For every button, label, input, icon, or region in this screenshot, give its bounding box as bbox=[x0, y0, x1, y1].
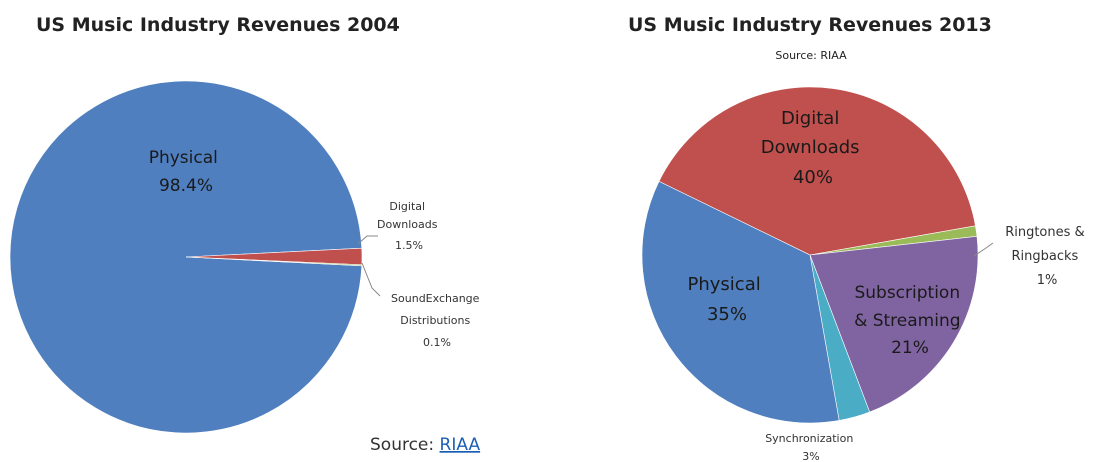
pie-slice-physical-2013 bbox=[641, 180, 840, 424]
leader-line-ringtones-2013 bbox=[973, 242, 994, 257]
label-soundexchange-2004: SoundExchange Distributions 0.1% bbox=[391, 292, 483, 349]
label-digital-downloads-2013: Digital Downloads 40% bbox=[761, 108, 866, 188]
leader-line-digital-2004 bbox=[357, 235, 378, 245]
pie-slice-physical-2004 bbox=[9, 80, 363, 434]
chart-2013-title: US Music Industry Revenues 2013 bbox=[628, 14, 992, 36]
label-physical-2013: Physical 35% bbox=[688, 274, 767, 325]
pie-2004 bbox=[9, 80, 363, 434]
label-synchronization-2013: Synchronization 3% bbox=[765, 432, 857, 462]
label-physical-2004: Physical 98.4% bbox=[149, 148, 224, 196]
riaa-source-link[interactable]: RIAA bbox=[440, 435, 481, 455]
chart-2004-title: US Music Industry Revenues 2004 bbox=[36, 14, 400, 36]
pie-slice-subscription-streaming-2013 bbox=[809, 235, 979, 413]
label-ringtones-2013: Ringtones & Ringbacks 1% bbox=[1005, 225, 1089, 288]
pie-slice-soundexchange-distributions-2004 bbox=[185, 256, 363, 267]
leader-line-soundexchange-2004 bbox=[361, 262, 381, 297]
label-subscription-2013: Subscription & Streaming 21% bbox=[854, 283, 966, 358]
pie-2013 bbox=[641, 86, 979, 424]
label-digital-downloads-2004: Digital Downloads 1.5% bbox=[377, 200, 441, 252]
chart-2013-subtitle: Source: RIAA bbox=[775, 49, 847, 62]
pie-slice-digital-downloads-2013 bbox=[658, 86, 976, 256]
chart-2004-source: Source: RIAA bbox=[370, 435, 480, 455]
